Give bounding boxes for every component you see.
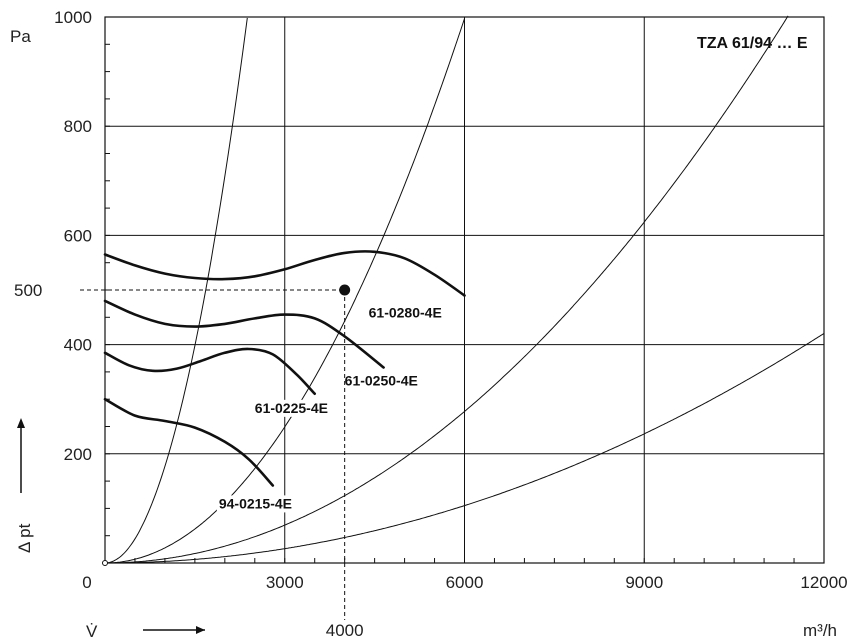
curve-label-61-0280-4E: 61-0280-4E <box>369 304 442 320</box>
grid-lines <box>104 16 825 564</box>
fan-curve-61-0280-4E <box>103 250 466 297</box>
fan-curves: 61-0280-4E 61-0250-4E 61-0225-4E 94-0215-4E <box>103 250 466 513</box>
operating-point <box>339 284 351 296</box>
curve-label-61-0250-4E: 61-0250-4E <box>345 373 418 389</box>
x-tick-label: 0 <box>82 573 91 592</box>
y-axis-indicator: Δ pt <box>15 418 34 553</box>
curve-label-bg <box>216 495 301 513</box>
op-x-label: 4000 <box>326 621 364 639</box>
y-tick-label: 1000 <box>54 8 92 27</box>
fan-curve-61-0225-4E <box>103 347 316 395</box>
system-curve-line <box>105 15 789 564</box>
system-curve-line <box>105 332 825 564</box>
system-curve-line <box>105 18 465 564</box>
op-y-label: 500 <box>14 281 42 300</box>
x-tick-label: 3000 <box>266 573 304 592</box>
y-tick-label: 400 <box>64 336 92 355</box>
axis-labels: 0 3000 6000 9000 12000 200 400 600 800 1000 <box>54 8 847 592</box>
y-tick-label: 600 <box>64 226 92 245</box>
curve-label-bg <box>366 304 451 322</box>
y-unit-label: Pa <box>10 27 31 46</box>
curve-label-bg <box>342 372 427 390</box>
x-axis-symbol: V̇ <box>86 622 98 639</box>
curve-label-94-0215-4E: 94-0215-4E <box>219 495 292 511</box>
curve-label-bg <box>252 399 337 417</box>
system-curve-line <box>104 17 248 564</box>
origin-marker <box>102 560 108 566</box>
series-title: TZA 61/94 … E <box>697 35 808 52</box>
x-tick-label: 6000 <box>446 573 484 592</box>
y-tick-label: 800 <box>64 117 92 136</box>
curve-label-61-0225-4E: 61-0225-4E <box>255 400 328 416</box>
minor-ticks <box>105 43 795 563</box>
system-curves <box>104 15 825 564</box>
x-unit-label: m³/h <box>803 621 837 639</box>
fan-curve-61-0250-4E <box>103 299 385 369</box>
y-tick-label: 200 <box>64 445 92 464</box>
x-tick-label: 9000 <box>625 573 663 592</box>
y-axis-symbol: Δ pt <box>15 523 34 553</box>
x-tick-label: 12000 <box>800 573 847 592</box>
x-axis-indicator: V̇ <box>86 622 205 639</box>
fan-curve-94-0215-4E <box>103 397 275 487</box>
